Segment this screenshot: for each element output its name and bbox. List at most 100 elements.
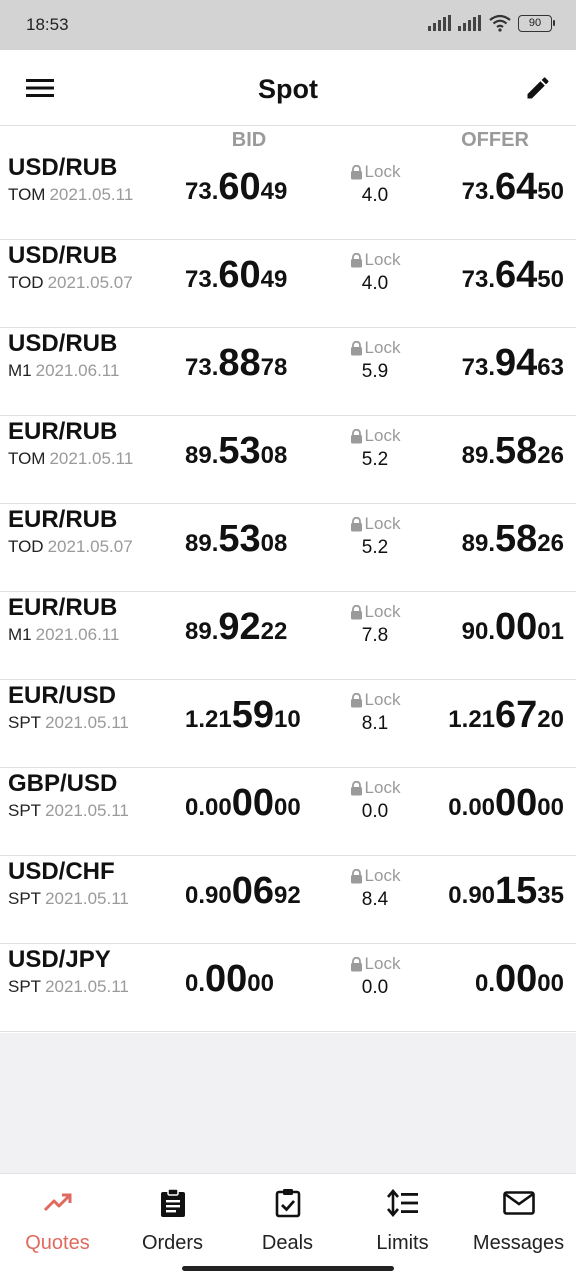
offer-price-pips: 58 bbox=[495, 430, 538, 472]
nav-messages[interactable]: Messages bbox=[461, 1188, 576, 1255]
quote-row[interactable]: EUR/RUB TOD 2021.05.07 89.5308 Lock 5.2 89.582… bbox=[0, 504, 576, 592]
bid-price-prefix: 73. bbox=[185, 178, 219, 205]
nav-label: Orders bbox=[141, 1232, 204, 1254]
lock-spread[interactable]: Lock 5.2 bbox=[346, 426, 404, 471]
bid-price[interactable]: 0.0000 bbox=[185, 958, 274, 1001]
quote-row[interactable]: EUR/RUB TOM 2021.05.11 89.5308 Lock 5.2 89.582… bbox=[0, 416, 576, 504]
offer-price-suffix: 01 bbox=[537, 618, 564, 645]
offer-price-pips: 00 bbox=[495, 958, 538, 1000]
offer-price-pips: 15 bbox=[495, 870, 538, 912]
quote-row[interactable]: USD/CHF SPT 2021.05.11 0.900692 Lock 8.4 0.901… bbox=[0, 856, 576, 944]
bid-price-pips: 53 bbox=[218, 430, 261, 472]
bid-price-prefix: 73. bbox=[185, 354, 219, 381]
offer-price[interactable]: 89.5826 bbox=[462, 430, 564, 473]
bid-price[interactable]: 1.215910 bbox=[185, 694, 301, 737]
quote-row[interactable]: EUR/RUB M1 2021.06.11 89.9222 Lock 7.8 90.0001 bbox=[0, 592, 576, 680]
nav-limits[interactable]: Limits bbox=[345, 1188, 460, 1255]
lock-icon bbox=[350, 780, 362, 795]
trending-up-icon bbox=[0, 1188, 115, 1218]
lock-spread[interactable]: Lock 5.9 bbox=[346, 338, 404, 383]
value-date: 2021.05.07 bbox=[47, 273, 133, 292]
offer-price[interactable]: 73.6450 bbox=[462, 166, 564, 209]
edit-button[interactable] bbox=[520, 70, 556, 106]
offer-price[interactable]: 90.0001 bbox=[462, 606, 564, 649]
nav-label: Deals bbox=[261, 1232, 314, 1254]
lock-icon bbox=[350, 252, 362, 267]
bid-price-suffix: 10 bbox=[274, 706, 301, 733]
value-date: 2021.05.11 bbox=[49, 185, 134, 204]
tenor: TOD bbox=[8, 273, 44, 292]
bid-price-pips: 60 bbox=[218, 254, 261, 296]
nav-deals[interactable]: Deals bbox=[230, 1188, 345, 1255]
quote-row[interactable]: USD/JPY SPT 2021.05.11 0.0000 Lock 0.0 0.0000 bbox=[0, 944, 576, 1032]
bid-price[interactable]: 89.5308 bbox=[185, 518, 287, 561]
offer-price-pips: 58 bbox=[495, 518, 538, 560]
value-date: 2021.06.11 bbox=[35, 625, 120, 644]
offer-price[interactable]: 1.216720 bbox=[448, 694, 564, 737]
nav-label: Limits bbox=[376, 1232, 429, 1254]
spread-value: 4.0 bbox=[361, 185, 389, 206]
bid-price-suffix: 78 bbox=[260, 354, 288, 381]
offer-price-pips: 00 bbox=[495, 782, 538, 824]
offer-price-prefix: 0. bbox=[475, 970, 496, 997]
spread-value: 0.0 bbox=[361, 801, 389, 822]
tenor: M1 bbox=[8, 625, 32, 644]
clipboard-list-icon bbox=[115, 1188, 230, 1218]
currency-pair: EUR/RUB bbox=[8, 418, 118, 445]
bid-price-suffix: 08 bbox=[260, 530, 288, 557]
currency-pair: GBP/USD bbox=[8, 770, 118, 797]
lock-spread[interactable]: Lock 0.0 bbox=[346, 778, 404, 823]
bid-price[interactable]: 73.6049 bbox=[185, 254, 287, 297]
lock-spread[interactable]: Lock 7.8 bbox=[346, 602, 404, 647]
value-date: 2021.05.07 bbox=[47, 537, 133, 556]
tenor-line: SPT 2021.05.11 bbox=[8, 889, 129, 909]
offer-price[interactable]: 0.0000 bbox=[475, 958, 564, 1001]
bid-price-pips: 00 bbox=[205, 958, 248, 1000]
quote-row[interactable]: USD/RUB TOD 2021.05.07 73.6049 Lock 4.0 73.645… bbox=[0, 240, 576, 328]
currency-pair: USD/RUB bbox=[8, 330, 118, 357]
lock-spread[interactable]: Lock 4.0 bbox=[346, 162, 404, 207]
bid-price[interactable]: 0.900692 bbox=[185, 870, 301, 913]
nav-quotes[interactable]: Quotes bbox=[0, 1188, 115, 1255]
bottom-nav: Quotes Orders Deals Limits Messages bbox=[0, 1173, 576, 1280]
lock-spread[interactable]: Lock 4.0 bbox=[346, 250, 404, 295]
offer-column-header: OFFER bbox=[461, 129, 529, 151]
quote-row[interactable]: GBP/USD SPT 2021.05.11 0.000000 Lock 0.0 0.000… bbox=[0, 768, 576, 856]
lock-label: Lock bbox=[346, 602, 404, 622]
value-date: 2021.05.11 bbox=[45, 713, 129, 732]
lock-spread[interactable]: Lock 0.0 bbox=[346, 954, 404, 999]
quote-row[interactable]: EUR/USD SPT 2021.05.11 1.215910 Lock 8.1 1.216… bbox=[0, 680, 576, 768]
tenor: SPT bbox=[8, 889, 42, 908]
pencil-icon bbox=[527, 77, 549, 99]
lock-text: Lock bbox=[364, 954, 401, 973]
lock-label: Lock bbox=[346, 514, 404, 534]
lock-spread[interactable]: Lock 5.2 bbox=[346, 514, 404, 559]
spread-value: 5.2 bbox=[361, 537, 389, 558]
quote-row[interactable]: USD/RUB TOM 2021.05.11 73.6049 Lock 4.0 73.645… bbox=[0, 152, 576, 240]
bid-price[interactable]: 89.9222 bbox=[185, 606, 287, 649]
lock-spread[interactable]: Lock 8.4 bbox=[346, 866, 404, 911]
spread-value: 5.2 bbox=[361, 449, 389, 470]
offer-price[interactable]: 73.6450 bbox=[462, 254, 564, 297]
lock-label: Lock bbox=[346, 250, 404, 270]
tenor: TOD bbox=[8, 537, 44, 556]
tenor: SPT bbox=[8, 977, 42, 996]
quote-row[interactable]: USD/RUB M1 2021.06.11 73.8878 Lock 5.9 73.9463 bbox=[0, 328, 576, 416]
bid-price[interactable]: 73.6049 bbox=[185, 166, 287, 209]
lock-text: Lock bbox=[364, 602, 401, 621]
bid-price-prefix: 89. bbox=[185, 530, 219, 557]
offer-price-suffix: 35 bbox=[537, 882, 564, 909]
bid-price[interactable]: 89.5308 bbox=[185, 430, 287, 473]
lock-spread[interactable]: Lock 8.1 bbox=[346, 690, 404, 735]
offer-price[interactable]: 73.9463 bbox=[462, 342, 564, 385]
spread-value: 8.4 bbox=[361, 889, 389, 910]
nav-orders[interactable]: Orders bbox=[115, 1188, 230, 1255]
offer-price[interactable]: 0.901535 bbox=[448, 870, 564, 913]
bid-price[interactable]: 0.000000 bbox=[185, 782, 301, 825]
bid-price[interactable]: 73.8878 bbox=[185, 342, 287, 385]
offer-price[interactable]: 0.000000 bbox=[448, 782, 564, 825]
menu-button[interactable] bbox=[22, 72, 58, 104]
home-indicator bbox=[182, 1266, 394, 1271]
spread-value: 5.9 bbox=[361, 361, 389, 382]
offer-price[interactable]: 89.5826 bbox=[462, 518, 564, 561]
